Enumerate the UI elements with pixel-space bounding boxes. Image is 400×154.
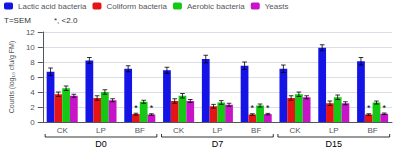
svg-text:Τ=SEM: Τ=SEM [4,16,31,25]
svg-text:Aerobic bacteria: Aerobic bacteria [187,2,245,11]
svg-text:*: * [266,103,270,113]
svg-text:6: 6 [30,73,35,82]
svg-text:D7: D7 [212,139,224,149]
svg-text:Counts (log₁₀ cfu/g FM): Counts (log₁₀ cfu/g FM) [8,41,16,114]
svg-text:Lactic acid bacteria: Lactic acid bacteria [18,2,87,11]
svg-text:*: * [251,103,255,113]
svg-text:*: * [382,103,386,113]
svg-text:8: 8 [30,58,35,67]
svg-text:2: 2 [30,103,35,112]
svg-text:0: 0 [30,118,35,127]
svg-text:LP: LP [213,126,223,135]
svg-text:CK: CK [173,126,185,135]
svg-text:D15: D15 [326,139,343,149]
svg-text:10: 10 [26,43,35,52]
svg-text:LP: LP [96,126,106,135]
svg-text:Coliform bacteria: Coliform bacteria [106,2,167,11]
svg-text:CK: CK [289,126,301,135]
svg-text:12: 12 [26,28,35,37]
svg-text:Yeasts: Yeasts [265,2,289,11]
svg-text:BF: BF [251,126,261,135]
svg-text:*: * [367,103,371,113]
svg-text:4: 4 [30,88,35,97]
svg-text:CK: CK [57,126,69,135]
svg-text:*, <2.0: *, <2.0 [54,16,78,25]
svg-text:BF: BF [367,126,377,135]
svg-text:*: * [150,103,154,113]
svg-text:LP: LP [329,126,339,135]
svg-text:BF: BF [135,126,145,135]
svg-text:*: * [134,103,138,113]
svg-text:D0: D0 [95,139,107,149]
